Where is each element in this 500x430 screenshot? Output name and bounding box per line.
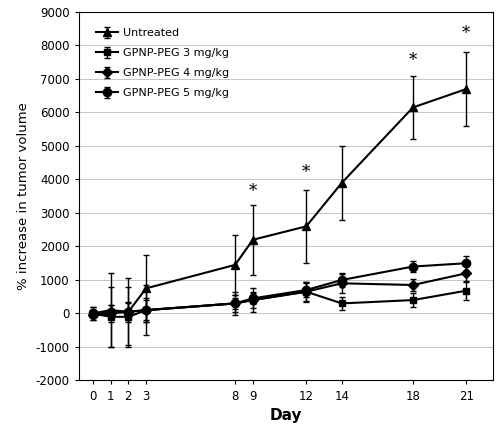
Text: *: * xyxy=(462,25,470,42)
Legend: Untreated, GPNP-PEG 3 mg/kg, GPNP-PEG 4 mg/kg, GPNP-PEG 5 mg/kg: Untreated, GPNP-PEG 3 mg/kg, GPNP-PEG 4 … xyxy=(92,25,233,101)
Y-axis label: % increase in tumor volume: % increase in tumor volume xyxy=(17,102,30,290)
Text: *: * xyxy=(249,183,257,200)
X-axis label: Day: Day xyxy=(270,408,302,423)
Text: *: * xyxy=(409,52,417,69)
Text: *: * xyxy=(302,164,310,181)
